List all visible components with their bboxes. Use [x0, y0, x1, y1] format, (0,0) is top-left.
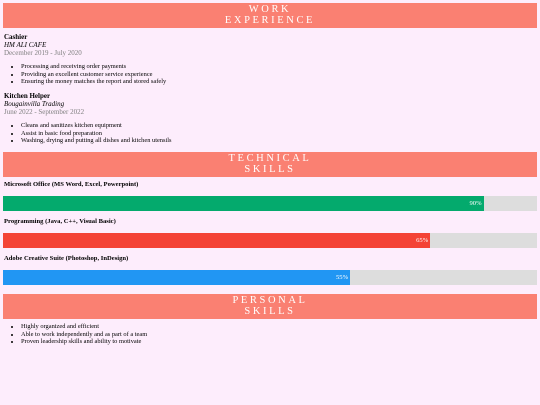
personal-skills-title-line2: SKILLS [244, 306, 296, 317]
skill-label: Microsoft Office (MS Word, Excel, Powerp… [4, 181, 139, 188]
job-company: HM ALI CAFE [4, 41, 47, 50]
job-title: Kitchen Helper [4, 92, 51, 100]
work-experience-title-line1: WORK [248, 4, 292, 15]
job-dates: June 2022 - September 2022 [4, 108, 85, 117]
job-title: Cashier [4, 33, 28, 41]
job-duties-list: Cleans and sanitizes kitchen equipment A… [0, 122, 172, 145]
list-item: Cleans and sanitizes kitchen equipment [21, 122, 172, 130]
list-item: Ensuring the money matches the report an… [21, 78, 166, 86]
job-dates: December 2019 - July 2020 [4, 49, 82, 58]
list-item: Providing an excellent customer service … [21, 71, 166, 79]
skill-bar-track: 65% [3, 233, 537, 248]
skill-bar-track: 55% [3, 270, 537, 285]
job-duties-list: Processing and receiving order payments … [0, 63, 166, 86]
job-entry: Kitchen Helper Bougainvilla Trading June… [4, 92, 84, 116]
list-item: Able to work independently and as part o… [21, 331, 147, 339]
work-experience-header: WORK EXPERIENCE [3, 3, 537, 28]
skill-bar-fill: 55% [3, 270, 351, 285]
list-item: Washing, drying and putting all dishes a… [21, 137, 172, 145]
list-item: Proven leadership skills and ability to … [21, 338, 147, 346]
skill-bar-fill: 65% [3, 233, 431, 248]
skill-percent: 65% [416, 237, 429, 244]
personal-skills-title-line1: PERSONAL [232, 295, 308, 306]
job-entry: Cashier HM ALI CAFE December 2019 - July… [4, 33, 82, 57]
technical-skills-header: TECHNICAL SKILLS [3, 152, 537, 177]
list-item: Assist in basic food preparation [21, 130, 172, 138]
skill-bar-fill: 90% [3, 196, 484, 211]
personal-skills-header: PERSONAL SKILLS [3, 294, 537, 319]
job-company: Bougainvilla Trading [4, 100, 65, 109]
personal-skills-list: Highly organized and efficient Able to w… [0, 323, 147, 346]
list-item: Processing and receiving order payments [21, 63, 166, 71]
technical-skills-title-line2: SKILLS [244, 164, 296, 175]
skill-label: Programming (Java, C++, Visual Basic) [4, 218, 116, 225]
skill-percent: 55% [336, 274, 349, 281]
list-item: Highly organized and efficient [21, 323, 147, 331]
work-experience-title-line2: EXPERIENCE [224, 15, 316, 26]
technical-skills-title-line1: TECHNICAL [228, 153, 312, 164]
skill-percent: 90% [469, 200, 482, 207]
skill-label: Adobe Creative Suite (Photoshop, InDesig… [4, 255, 129, 262]
skill-bar-track: 90% [3, 196, 537, 211]
